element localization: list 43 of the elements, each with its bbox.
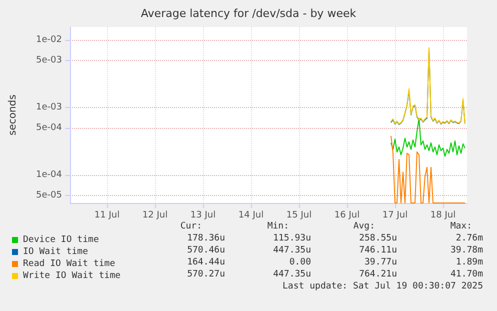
text: Cur: <box>180 222 202 232</box>
line-series <box>390 118 466 157</box>
text: 41.70m <box>450 270 483 280</box>
y-axis-title: seconds <box>8 94 18 136</box>
text: 115.93u <box>273 234 311 244</box>
text: 447.35u <box>273 246 311 256</box>
text: 0.00 <box>289 258 311 268</box>
legend-label: Write IO Wait time <box>23 271 121 281</box>
legend-label: Device IO time <box>23 235 99 245</box>
text: 39.77u <box>364 258 397 268</box>
x-tick-label: 12 Jul <box>142 210 168 220</box>
text: 764.21u <box>359 270 397 280</box>
text: 746.11u <box>359 246 397 256</box>
y-tick-label: 1e-02 <box>36 35 62 46</box>
x-tick-label: 13 Jul <box>190 210 216 220</box>
y-tick-label: 5e-03 <box>36 55 62 66</box>
text: 39.78m <box>450 246 483 256</box>
legend-label: IO Wait time <box>23 247 88 257</box>
text: Last update: Sat Jul 19 00:30:07 2025 <box>282 282 483 292</box>
text: 570.27u <box>187 270 225 280</box>
text: 570.46u <box>187 246 225 256</box>
chart-title: Average latency for /dev/sda - by week <box>140 7 357 20</box>
text: Max: <box>450 222 472 232</box>
text: 164.44u <box>187 258 225 268</box>
line-series <box>390 135 466 204</box>
text: 1.89m <box>456 258 483 268</box>
text: 258.55u <box>359 234 397 244</box>
y-tick-label: 1e-04 <box>36 170 62 180</box>
legend-label: Read IO Wait time <box>23 259 116 269</box>
text: 2.76m <box>456 234 483 244</box>
y-tick-label: 5e-04 <box>36 122 62 133</box>
y-tick-label: 1e-03 <box>36 102 62 113</box>
x-tick-label: 11 Jul <box>94 210 120 220</box>
text: 447.35u <box>273 270 311 280</box>
x-tick-label: 18 Jul <box>430 210 456 220</box>
x-tick-label: 14 Jul <box>238 210 264 220</box>
text: Min: <box>267 222 289 232</box>
x-tick-label: 15 Jul <box>286 210 312 220</box>
y-tick-label: 5e-05 <box>36 190 62 200</box>
text: Avg: <box>353 222 375 232</box>
x-tick-label: 17 Jul <box>382 210 408 220</box>
x-tick-label: 16 Jul <box>334 210 360 220</box>
text: 178.36u <box>187 234 225 244</box>
